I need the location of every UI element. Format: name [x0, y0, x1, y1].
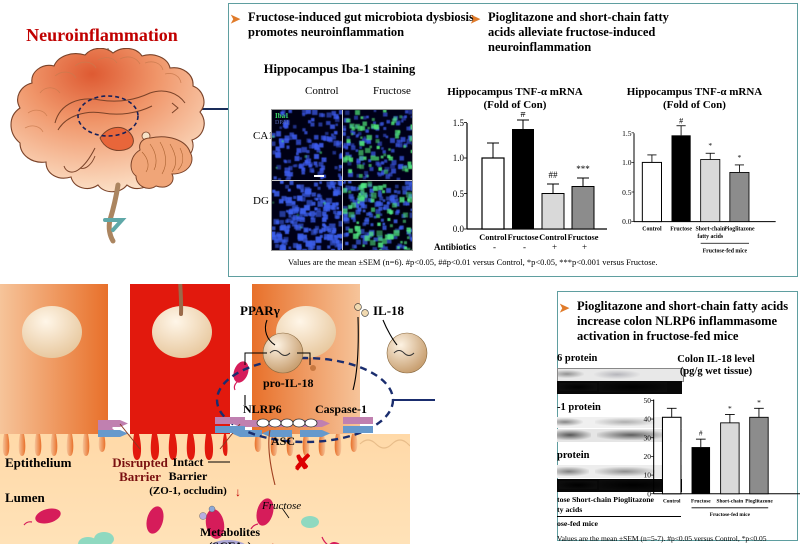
svg-text:*: * [708, 141, 712, 150]
svg-text:Fructose: Fructose [261, 500, 301, 512]
svg-text:(ZO-1, occludin): (ZO-1, occludin) [149, 485, 227, 497]
svg-text:##: ## [549, 170, 559, 180]
svg-text:Disrupted: Disrupted [112, 455, 168, 470]
svg-text:Pioglitazone: Pioglitazone [724, 227, 755, 233]
svg-text:0: 0 [647, 489, 651, 498]
svg-text:*: * [728, 404, 732, 413]
svg-text:PPARγ: PPARγ [240, 303, 280, 318]
svg-text:Fructose: Fructose [670, 227, 692, 233]
svg-text:#: # [699, 429, 703, 438]
svg-text:0.5: 0.5 [453, 189, 465, 199]
svg-text:Fructose-fed mice: Fructose-fed mice [703, 248, 748, 254]
svg-text:1.5: 1.5 [453, 118, 465, 128]
svg-text:***: *** [576, 164, 590, 174]
svg-text:Caspase-1: Caspase-1 [315, 402, 367, 416]
svg-text:1.0: 1.0 [453, 153, 465, 163]
svg-text:#: # [521, 112, 526, 120]
svg-text:#: # [679, 116, 684, 125]
svg-text:Control: Control [642, 227, 662, 233]
svg-text:Control: Control [539, 233, 567, 242]
svg-text:Eptithelium: Eptithelium [5, 455, 72, 470]
svg-text:↓: ↓ [270, 539, 276, 544]
svg-text:30: 30 [644, 433, 652, 442]
svg-text:ASC: ASC [271, 434, 295, 448]
svg-text:Fructose: Fructose [691, 499, 711, 505]
svg-text:Short-chain: Short-chain [696, 227, 726, 233]
svg-text:Control: Control [663, 499, 681, 505]
svg-text:Barrier: Barrier [119, 469, 161, 484]
svg-text:Short-chain: Short-chain [717, 499, 744, 505]
svg-text:*: * [757, 398, 761, 407]
svg-text:Lumen: Lumen [5, 490, 46, 505]
svg-text:(SCFAs): (SCFAs) [208, 539, 251, 544]
svg-text:Metabolites: Metabolites [200, 525, 260, 539]
svg-text:10: 10 [644, 471, 652, 480]
svg-text:40: 40 [644, 415, 652, 424]
svg-text:Fructose: Fructose [568, 233, 599, 242]
svg-text:0.5: 0.5 [622, 188, 632, 197]
svg-text:Fructose-fed mice: Fructose-fed mice [710, 512, 751, 518]
svg-text:1.0: 1.0 [622, 158, 632, 167]
svg-text:Pioglitazone: Pioglitazone [745, 499, 773, 505]
svg-text:0.0: 0.0 [453, 224, 465, 234]
svg-text:50: 50 [644, 396, 652, 405]
svg-text:0.0: 0.0 [622, 217, 632, 226]
svg-text:IL-18: IL-18 [373, 303, 405, 318]
svg-text:✘: ✘ [293, 450, 311, 475]
svg-text:Fructose: Fructose [508, 233, 539, 242]
svg-text:Control: Control [479, 233, 507, 242]
svg-text:20: 20 [644, 452, 652, 461]
svg-text:NLRP6: NLRP6 [243, 402, 282, 416]
svg-text:*: * [738, 153, 742, 162]
svg-text:1.5: 1.5 [622, 129, 632, 138]
svg-text:↓: ↓ [235, 485, 241, 499]
svg-text:fatty acids: fatty acids [697, 234, 723, 240]
svg-text:pro-IL-18: pro-IL-18 [263, 376, 313, 390]
